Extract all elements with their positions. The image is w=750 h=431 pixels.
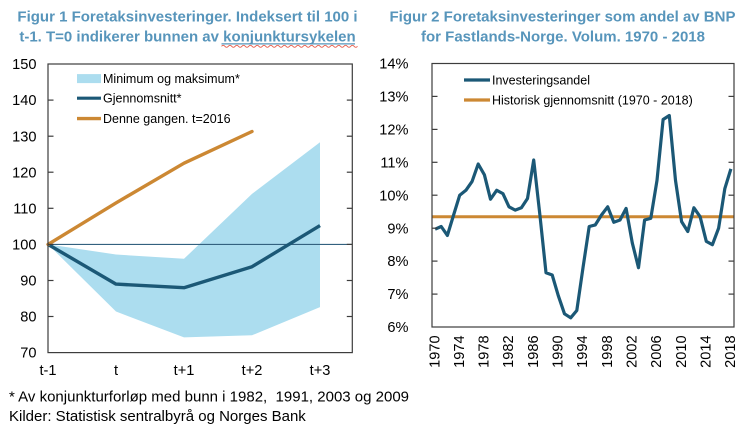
svg-text:80: 80	[20, 310, 36, 326]
svg-text:Figur 1 Foretaksinvesteringer.: Figur 1 Foretaksinvesteringer. Indeksert…	[17, 8, 357, 25]
svg-text:* Av konjunkturforløp med bunn: * Av konjunkturforløp med bunn i 1982, 1…	[9, 388, 409, 405]
svg-text:t+1: t+1	[174, 363, 195, 379]
svg-text:Minimum og maksimum*: Minimum og maksimum*	[103, 72, 240, 86]
svg-text:70: 70	[20, 346, 36, 362]
svg-text:for Fastlands-Norge. Volum. 19: for Fastlands-Norge. Volum. 1970 - 2018	[421, 29, 705, 46]
svg-text:150: 150	[12, 57, 36, 73]
svg-text:12%: 12%	[379, 123, 408, 139]
svg-text:t+2: t+2	[242, 363, 263, 379]
svg-text:t: t	[114, 363, 118, 379]
svg-text:t-1. T=0 indikerer bunnen av k: t-1. T=0 indikerer bunnen av konjunkturs…	[19, 29, 355, 46]
svg-text:11%: 11%	[380, 155, 408, 171]
svg-text:110: 110	[13, 201, 36, 217]
svg-text:Historisk gjennomsnitt (1970 -: Historisk gjennomsnitt (1970 - 2018)	[492, 94, 693, 108]
svg-text:1998: 1998	[600, 335, 616, 367]
svg-text:1994: 1994	[575, 335, 591, 367]
svg-text:2014: 2014	[699, 335, 715, 367]
svg-text:130: 130	[12, 129, 36, 145]
svg-text:1970: 1970	[427, 335, 443, 367]
svg-text:7%: 7%	[387, 287, 408, 303]
svg-text:t+3: t+3	[310, 363, 331, 379]
svg-text:140: 140	[12, 93, 36, 109]
svg-text:2010: 2010	[674, 335, 690, 367]
svg-text:1974: 1974	[452, 335, 468, 367]
svg-text:Denne gangen. t=2016: Denne gangen. t=2016	[103, 112, 231, 126]
svg-text:120: 120	[12, 165, 36, 181]
svg-text:2006: 2006	[649, 335, 665, 367]
svg-text:1990: 1990	[551, 335, 567, 367]
svg-text:Figur 2 Foretaksinvesteringer: Figur 2 Foretaksinvesteringer som andel …	[390, 8, 736, 25]
svg-text:8%: 8%	[387, 254, 408, 270]
svg-text:6%: 6%	[387, 320, 408, 336]
svg-text:1986: 1986	[526, 335, 542, 367]
svg-text:2002: 2002	[625, 335, 641, 367]
svg-text:9%: 9%	[387, 221, 408, 237]
svg-text:2018: 2018	[723, 335, 739, 367]
svg-text:Kilder: Statistisk sentralbyrå: Kilder: Statistisk sentralbyrå og Norges…	[9, 408, 306, 425]
svg-text:Gjennomsnitt*: Gjennomsnitt*	[103, 92, 182, 106]
svg-text:1978: 1978	[477, 335, 493, 367]
svg-text:14%: 14%	[379, 57, 408, 73]
svg-text:Investeringsandel: Investeringsandel	[492, 74, 590, 88]
svg-text:100: 100	[12, 238, 36, 254]
svg-text:90: 90	[20, 274, 36, 290]
svg-text:1982: 1982	[501, 335, 517, 367]
svg-text:t-1: t-1	[39, 363, 56, 379]
svg-text:10%: 10%	[379, 188, 408, 204]
svg-text:13%: 13%	[379, 90, 408, 106]
